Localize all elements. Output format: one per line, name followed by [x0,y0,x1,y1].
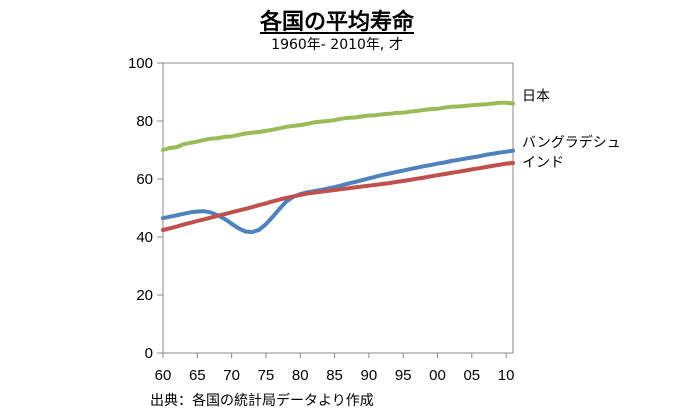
series-line-0 [161,100,515,152]
series-line-1 [161,148,515,235]
y-tick-label: 60 [136,171,153,188]
x-tick-label: 10 [498,367,515,384]
y-tick-label: 40 [136,229,153,246]
x-tick-label: 70 [223,367,240,384]
x-tick-label: 60 [155,367,172,384]
series-label-1: バングラデシュ [522,134,621,151]
x-tick-label: 65 [189,367,206,384]
chart-source: 出典：各国の統計局データより作成 [150,393,374,409]
series-label-2: インド [522,155,564,171]
x-tick-label: 85 [326,367,343,384]
x-tick-label: 90 [361,367,378,384]
series-label-0: 日本 [522,88,550,104]
series-line-2 [161,161,515,232]
series-layer [161,100,515,235]
y-tick-label: 80 [136,113,153,130]
plot-frame [162,62,514,354]
y-tick-label: 100 [128,55,153,72]
x-tick-label: 95 [395,367,412,384]
y-tick-label: 0 [145,345,153,362]
chart-subtitle: 1960年- 2010年, 才 [271,37,403,53]
chart-title: 各国の平均寿命 [259,10,414,35]
y-tick-label: 20 [136,287,153,304]
x-tick-label: 05 [463,367,480,384]
x-tick-label: 00 [429,367,446,384]
chart-axes: 0 20 40 60 80 100 60 65 70 75 80 85 90 95 00 05 10 [128,55,515,384]
x-tick-label: 75 [258,367,275,384]
x-tick-label: 80 [292,367,309,384]
